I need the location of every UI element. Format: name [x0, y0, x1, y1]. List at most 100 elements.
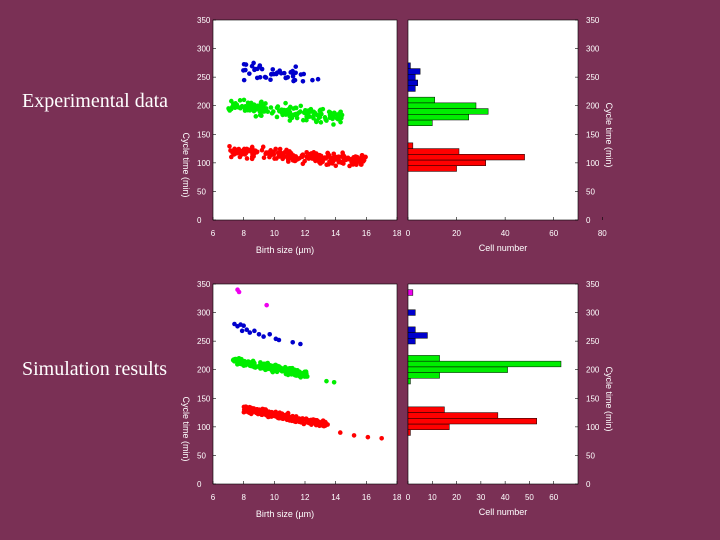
- y-tick-label: 50: [197, 451, 206, 460]
- x-tick-label: 8: [241, 493, 246, 502]
- scatter-point-green: [280, 112, 285, 118]
- experimental-label: Experimental data: [22, 90, 169, 112]
- x-tick-label: 16: [362, 229, 371, 238]
- scatter-point-red: [326, 162, 331, 167]
- y-tick-label: 0: [197, 216, 202, 225]
- scatter-point-green: [251, 108, 257, 114]
- scatter-point-green: [294, 111, 300, 117]
- scatter-point-green: [304, 117, 309, 123]
- y-tick-label: 350: [586, 16, 600, 25]
- scatter-point-red: [251, 151, 257, 157]
- scatter-point-green: [311, 112, 317, 118]
- scatter-point-blue: [293, 64, 299, 69]
- scatter-point-red: [249, 156, 255, 162]
- scatter-point-green: [333, 112, 339, 117]
- x-tick-label: 12: [301, 493, 310, 502]
- y-tick-label: 50: [586, 187, 595, 196]
- x-tick-label: 14: [331, 229, 340, 238]
- y-tick-label: 300: [197, 309, 211, 318]
- y-tick-label: 150: [197, 130, 211, 139]
- scatter-point-red: [259, 147, 265, 153]
- x-tick-label: 10: [270, 229, 279, 238]
- scatter-point-red: [272, 156, 277, 161]
- scatter-point-green: [338, 114, 344, 120]
- y-tick-label: 300: [586, 309, 600, 318]
- scatter-point-green: [331, 379, 337, 385]
- y-tick-label: 350: [197, 280, 211, 289]
- scatter-point-red: [230, 150, 235, 155]
- y-tick-label: 350: [586, 280, 600, 289]
- histogram-bar-green: [407, 119, 433, 126]
- scatter-point-green: [322, 115, 328, 120]
- x-tick-label: 18: [393, 493, 402, 502]
- scatter-point-green: [298, 109, 303, 114]
- histogram-bar-red: [407, 154, 525, 161]
- scatter-point-green: [287, 111, 293, 117]
- scatter-point-red: [346, 156, 352, 162]
- scatter-point-blue: [277, 68, 282, 73]
- scatter-point-red: [254, 407, 260, 412]
- scatter-point-red: [273, 146, 278, 152]
- x-tick-label: 0: [406, 229, 411, 238]
- histogram-bar-red: [407, 418, 537, 425]
- exp-hist-bars: [407, 62, 525, 172]
- scatter-point-green: [303, 373, 308, 378]
- scatter-point-green: [317, 108, 323, 113]
- scatter-point-red: [379, 435, 384, 441]
- x-tick-label: 8: [241, 229, 246, 238]
- scatter-point-magenta: [236, 289, 242, 295]
- histogram-bar-blue: [407, 309, 416, 316]
- scatter-point-red: [331, 154, 337, 160]
- scatter-point-red: [264, 412, 269, 418]
- scatter-point-blue: [257, 74, 263, 80]
- histogram-bar-blue: [407, 74, 416, 81]
- scatter-point-red: [277, 146, 283, 152]
- histogram-bar-blue: [407, 338, 416, 345]
- scatter-point-blue: [273, 71, 279, 77]
- scatter-point-green: [268, 105, 274, 110]
- scatter-point-red: [300, 161, 306, 167]
- scatter-point-red: [333, 163, 339, 169]
- sim-scatter-x-axis-title: Birth size (µm): [256, 509, 314, 519]
- scatter-point-green: [241, 97, 247, 103]
- scatter-point-blue: [241, 77, 247, 83]
- scatter-point-red: [318, 161, 323, 166]
- histogram-bar-green: [407, 378, 411, 385]
- scatter-point-red: [244, 156, 250, 161]
- scatter-point-blue: [241, 68, 246, 73]
- y-tick-label: 300: [586, 45, 600, 54]
- scatter-point-red: [296, 418, 302, 423]
- scatter-point-green: [317, 113, 322, 119]
- y-tick-label: 250: [586, 73, 600, 82]
- scatter-point-red: [326, 153, 332, 158]
- y-tick-label: 50: [197, 187, 206, 196]
- sim-scatter-points: [230, 287, 384, 441]
- scatter-point-green: [324, 378, 329, 384]
- y-tick-label: 100: [197, 159, 211, 168]
- y-tick-label: 150: [586, 394, 600, 403]
- y-tick-label: 100: [197, 423, 211, 432]
- scatter-point-green: [283, 371, 289, 377]
- histogram-bar-red: [407, 148, 460, 155]
- scatter-point-blue: [256, 331, 262, 337]
- scatter-point-blue: [310, 77, 315, 83]
- scatter-point-blue: [241, 323, 246, 329]
- y-tick-label: 0: [197, 480, 202, 489]
- scatter-point-red: [247, 147, 252, 153]
- y-tick-label: 50: [586, 451, 595, 460]
- scatter-point-blue: [262, 74, 268, 80]
- scatter-point-blue: [315, 76, 321, 82]
- scatter-point-green: [327, 112, 333, 118]
- histogram-bar-blue: [407, 68, 421, 75]
- scatter-point-red: [264, 150, 269, 155]
- x-tick-label: 40: [501, 229, 510, 238]
- y-tick-label: 200: [197, 366, 211, 375]
- histogram-bar-red: [407, 142, 414, 149]
- scatter-point-green: [331, 122, 336, 127]
- y-tick-label: 350: [197, 16, 211, 25]
- scatter-point-blue: [247, 330, 253, 335]
- x-tick-label: 6: [211, 229, 216, 238]
- scatter-point-green: [238, 361, 243, 367]
- scatter-point-red: [292, 157, 298, 162]
- x-tick-label: 40: [501, 493, 510, 502]
